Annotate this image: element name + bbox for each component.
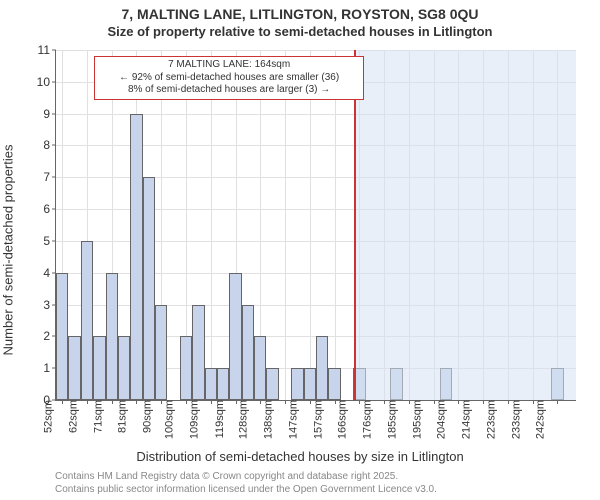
xtick-label: 81sqm bbox=[111, 400, 129, 433]
y-axis-label: Number of semi-detached properties bbox=[1, 145, 16, 356]
annotation-line: ← 92% of semi-detached houses are smalle… bbox=[99, 72, 359, 85]
xtick-label: 62sqm bbox=[61, 400, 79, 433]
ytick-label: 10 bbox=[37, 75, 56, 89]
ytick-label: 8 bbox=[43, 138, 56, 152]
marker-line bbox=[354, 50, 356, 400]
xtick-label: 214sqm bbox=[455, 400, 473, 439]
chart-subtitle: Size of property relative to semi-detach… bbox=[0, 24, 600, 39]
histogram-bar bbox=[266, 368, 278, 400]
annotation-line: 8% of semi-detached houses are larger (3… bbox=[99, 84, 359, 97]
gridline-v bbox=[508, 50, 509, 400]
ytick-label: 1 bbox=[43, 361, 56, 375]
chart-title: 7, MALTING LANE, LITLINGTON, ROYSTON, SG… bbox=[0, 6, 600, 22]
attribution-line: Contains public sector information licen… bbox=[55, 484, 437, 497]
gridline-v bbox=[384, 50, 385, 400]
gridline-v bbox=[285, 50, 286, 400]
histogram-bar bbox=[180, 336, 192, 400]
attribution-line: Contains HM Land Registry data © Crown c… bbox=[55, 471, 437, 484]
histogram-bar bbox=[106, 273, 118, 400]
xtick-label: 204sqm bbox=[430, 400, 448, 439]
marker-annotation: 7 MALTING LANE: 164sqm← 92% of semi-deta… bbox=[94, 56, 364, 100]
xtick-label: 157sqm bbox=[306, 400, 324, 439]
histogram-bar bbox=[304, 368, 316, 400]
gridline-v bbox=[557, 50, 558, 400]
histogram-bar bbox=[56, 273, 68, 400]
shade-larger-region bbox=[354, 50, 576, 400]
xtick-label: 166sqm bbox=[331, 400, 349, 439]
histogram-bar bbox=[143, 177, 155, 400]
histogram-bar bbox=[155, 305, 167, 400]
chart-container: 7, MALTING LANE, LITLINGTON, ROYSTON, SG… bbox=[0, 0, 600, 500]
gridline-v bbox=[335, 50, 336, 400]
gridline-v bbox=[409, 50, 410, 400]
xtick-label: 185sqm bbox=[380, 400, 398, 439]
xtick-label: 109sqm bbox=[182, 400, 200, 439]
xtick-label: 52sqm bbox=[37, 400, 55, 433]
histogram-bar bbox=[440, 368, 452, 400]
histogram-bar bbox=[551, 368, 563, 400]
ytick-label: 7 bbox=[43, 170, 56, 184]
xtick-label: 147sqm bbox=[281, 400, 299, 439]
histogram-bar bbox=[68, 336, 80, 400]
gridline-v bbox=[533, 50, 534, 400]
histogram-bar bbox=[254, 336, 266, 400]
xtick-label: 138sqm bbox=[256, 400, 274, 439]
xtick-label: 128sqm bbox=[232, 400, 250, 439]
ytick-label: 11 bbox=[38, 43, 56, 57]
gridline-v bbox=[211, 50, 212, 400]
gridline-v bbox=[458, 50, 459, 400]
histogram-bar bbox=[291, 368, 303, 400]
ytick-label: 3 bbox=[43, 298, 56, 312]
gridline-h bbox=[56, 50, 576, 51]
xtick-label: 119sqm bbox=[207, 400, 225, 438]
plot-area: 0123456789101152sqm62sqm71sqm81sqm90sqm1… bbox=[55, 50, 576, 401]
histogram-bar bbox=[328, 368, 340, 400]
histogram-bar bbox=[81, 241, 93, 400]
ytick-label: 5 bbox=[43, 234, 56, 248]
histogram-bar bbox=[118, 336, 130, 400]
xtick-label: 233sqm bbox=[504, 400, 522, 439]
histogram-bar bbox=[93, 336, 105, 400]
xtick-label: 223sqm bbox=[479, 400, 497, 439]
annotation-line: 7 MALTING LANE: 164sqm bbox=[99, 59, 359, 72]
histogram-bar bbox=[229, 273, 241, 400]
histogram-bar bbox=[192, 305, 204, 400]
gridline-v bbox=[483, 50, 484, 400]
xtick-label: 100sqm bbox=[157, 400, 175, 439]
histogram-bar bbox=[242, 305, 254, 400]
xtick-label: 71sqm bbox=[86, 400, 104, 433]
gridline-v bbox=[434, 50, 435, 400]
histogram-bar bbox=[205, 368, 217, 400]
gridline-v bbox=[359, 50, 360, 400]
xtick-label: 195sqm bbox=[405, 400, 423, 439]
ytick-label: 9 bbox=[43, 107, 56, 121]
ytick-label: 6 bbox=[43, 202, 56, 216]
histogram-bar bbox=[316, 336, 328, 400]
ytick-label: 2 bbox=[43, 329, 56, 343]
xtick-label: 242sqm bbox=[529, 400, 547, 439]
attribution: Contains HM Land Registry data © Crown c… bbox=[55, 471, 437, 496]
gridline-v bbox=[310, 50, 311, 400]
histogram-bar bbox=[130, 114, 142, 400]
xtick-mark bbox=[557, 400, 558, 404]
xtick-label: 90sqm bbox=[136, 400, 154, 433]
ytick-label: 4 bbox=[43, 266, 56, 280]
histogram-bar bbox=[390, 368, 402, 400]
histogram-bar bbox=[217, 368, 229, 400]
x-axis-label: Distribution of semi-detached houses by … bbox=[0, 449, 600, 464]
xtick-label: 176sqm bbox=[356, 400, 374, 439]
